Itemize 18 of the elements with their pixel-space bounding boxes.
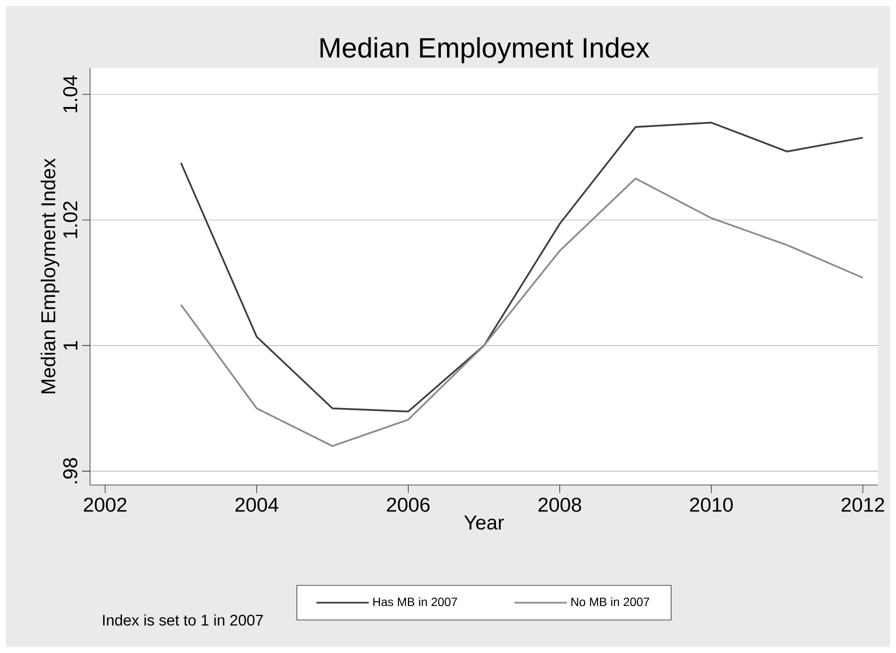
y-tick-label: 1.02 — [63, 202, 78, 238]
y-tick-label: 1 — [64, 340, 78, 350]
x-tick-label: 2008 — [538, 498, 582, 512]
legend-label: No MB in 2007 — [571, 597, 650, 606]
line-series — [180, 178, 864, 447]
line-series — [180, 122, 864, 412]
y-tick-label: .98 — [63, 458, 78, 484]
x-tick-label: 2002 — [84, 498, 126, 512]
x-tick-label: 2012 — [842, 498, 884, 512]
legend-label: Has MB in 2007 — [373, 597, 458, 606]
chart-title: Median Employment Index — [320, 37, 650, 64]
x-tick-label: 2006 — [386, 498, 430, 512]
x-axis-title: Year — [464, 516, 504, 530]
x-tick-label: 2004 — [235, 498, 278, 512]
text: Index is set to 1 in 2007 — [103, 614, 263, 626]
y-axis-title: Median Employment Index — [40, 158, 60, 394]
x-tick-label: 2010 — [690, 498, 733, 512]
y-tick-label: 1.04 — [63, 75, 78, 112]
